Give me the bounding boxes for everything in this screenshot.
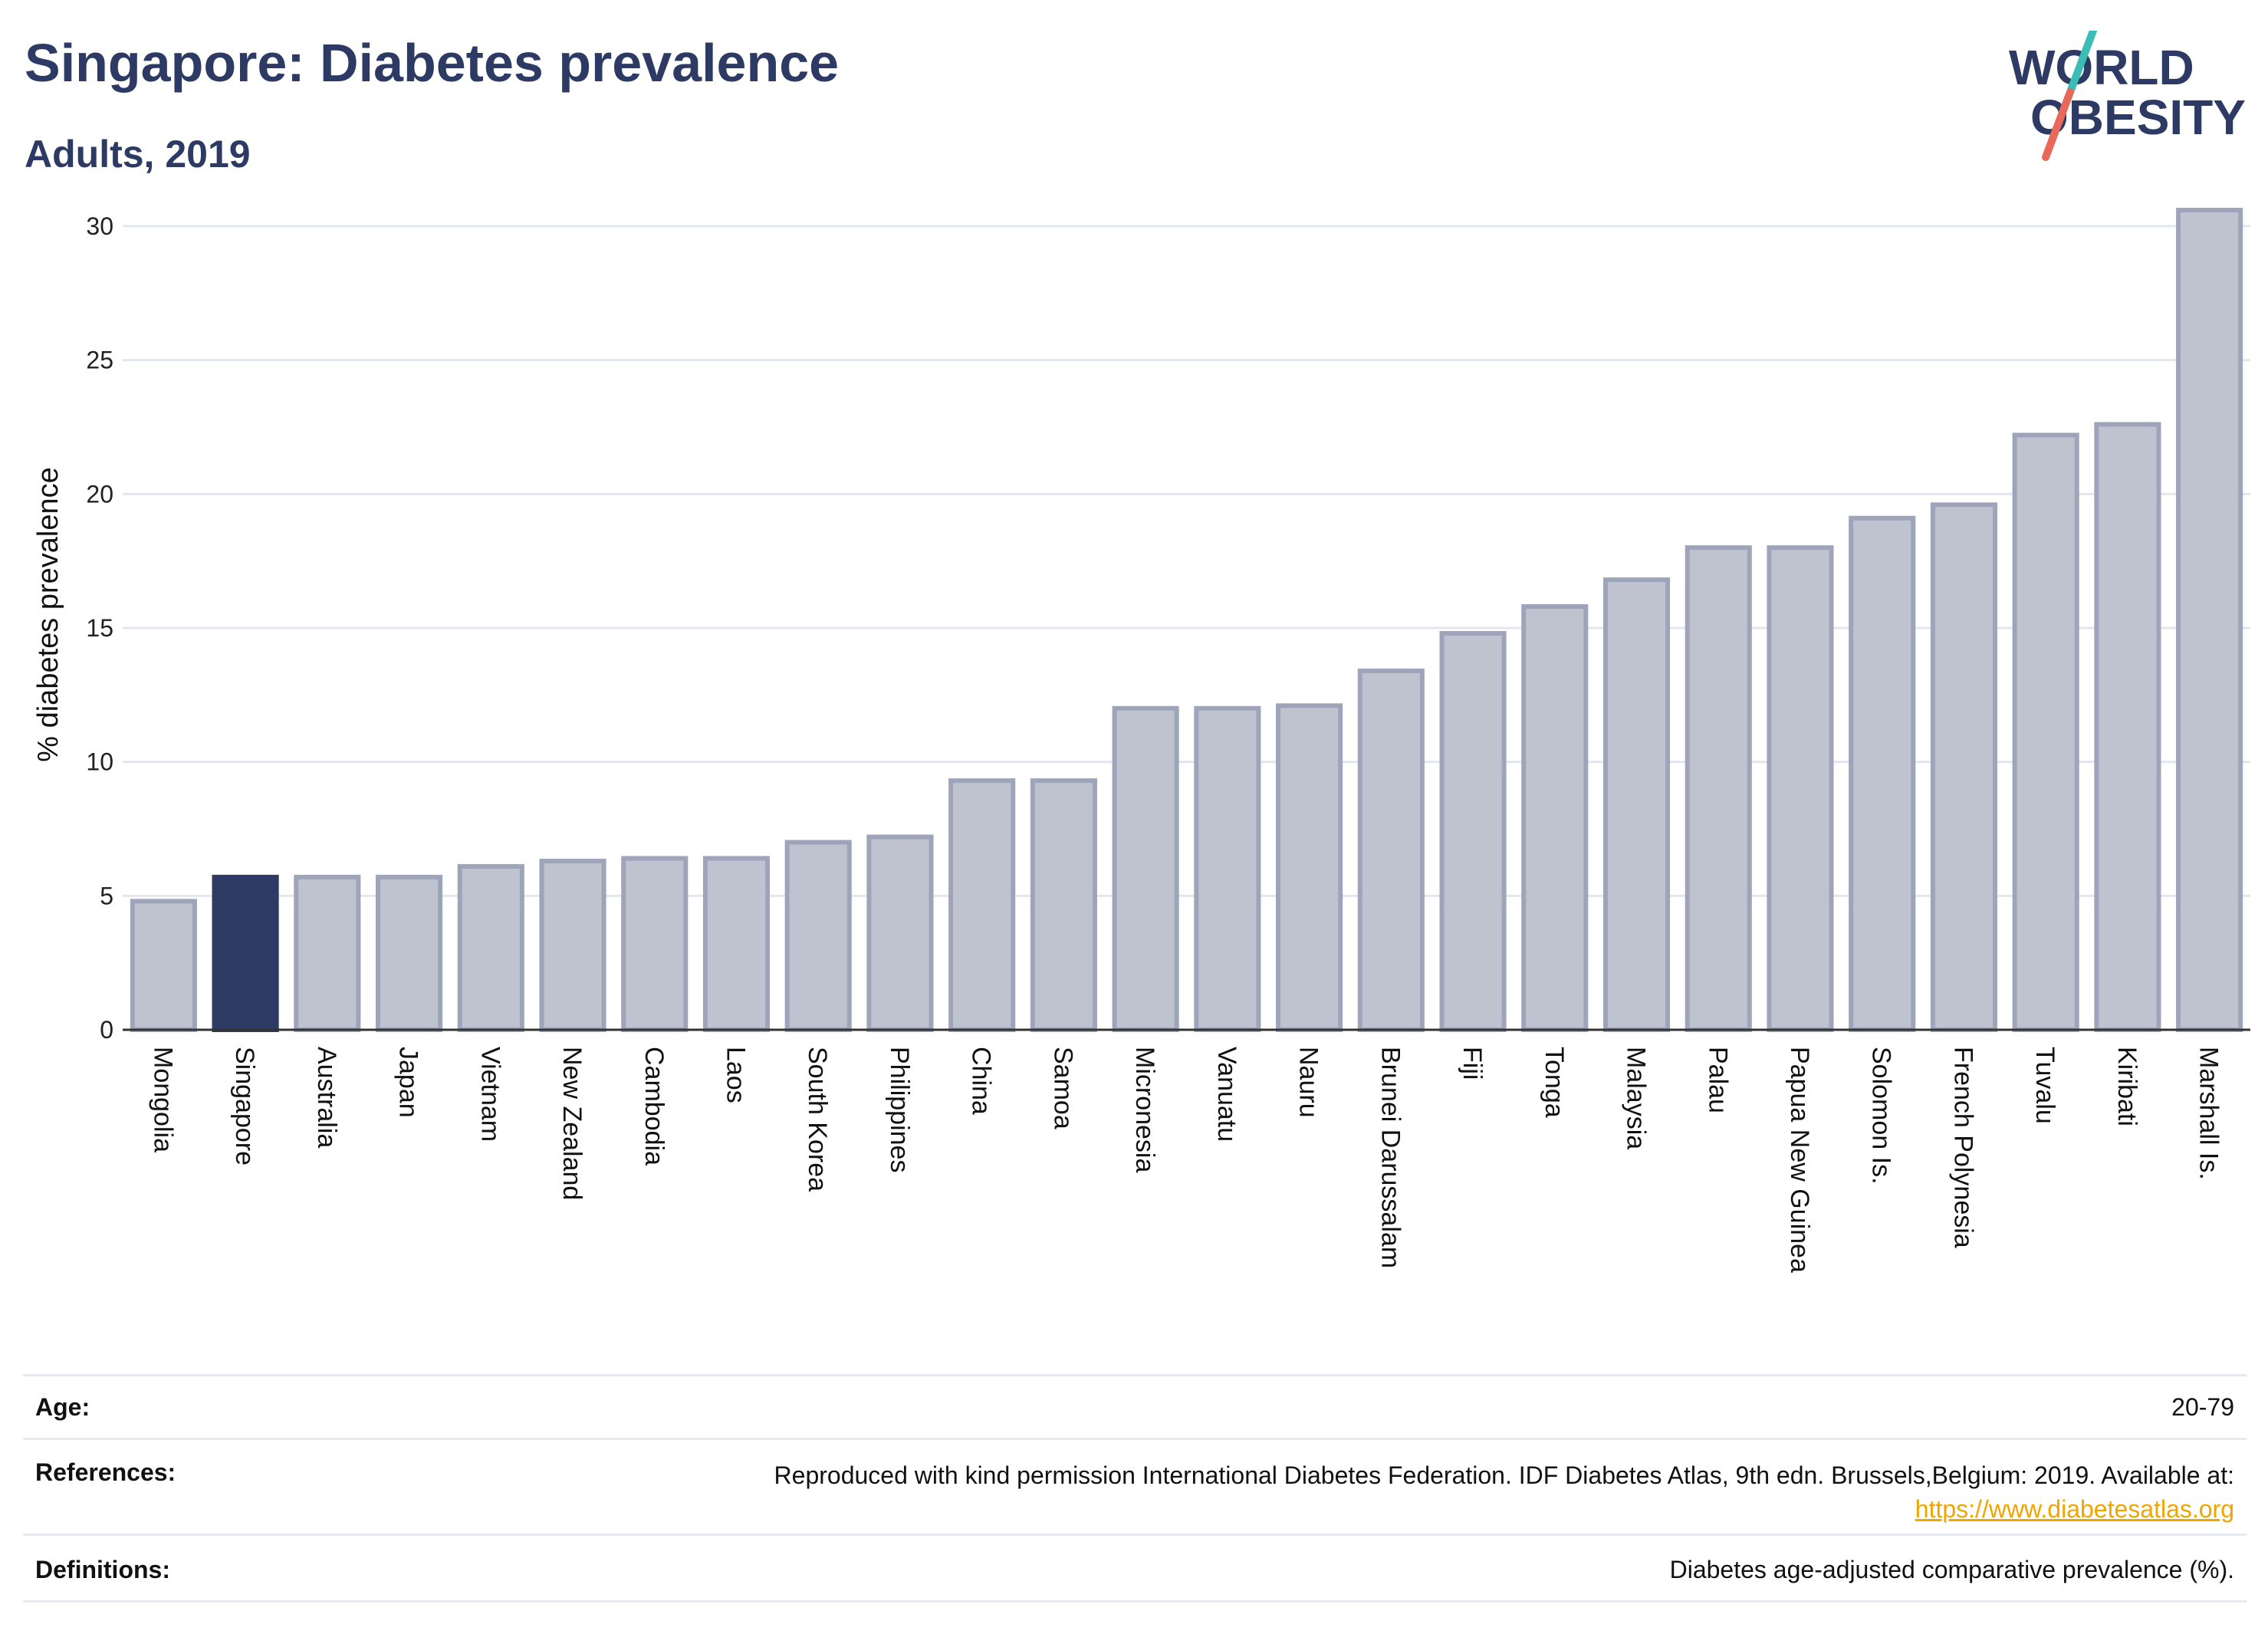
references-text: Reproduced with kind permission Internat… <box>774 1461 2234 1489</box>
bar-vietnam <box>457 863 524 1032</box>
x-tick-label: Papua New Guinea <box>1785 1047 1814 1273</box>
chart-title: Singapore: Diabetes prevalence <box>25 33 840 93</box>
x-tick-label: Tonga <box>1540 1047 1569 1118</box>
bars <box>130 207 2243 1033</box>
x-tick-label: Brunei Darussalam <box>1376 1047 1405 1268</box>
bar-australia <box>294 874 361 1032</box>
bar-nauru <box>1276 703 1343 1032</box>
bar-singapore <box>212 874 279 1032</box>
bar-brunei-darussalam <box>1357 668 1425 1032</box>
info-table: Age: 20-79 References: Reproduced with k… <box>23 1374 2247 1603</box>
x-tick-label: Philippines <box>885 1047 914 1172</box>
bar-laos <box>702 856 771 1032</box>
x-tick-label: Mongolia <box>148 1047 177 1152</box>
bar-micronesia <box>1112 705 1179 1032</box>
bar-japan <box>376 874 443 1032</box>
references-label: References: <box>35 1458 176 1486</box>
x-tick-label: Kiribati <box>2112 1047 2141 1126</box>
x-axis-labels: Mongolia Singapore Australia Japan Vietnam Ne… <box>148 1047 2223 1273</box>
x-tick-label: Fiji <box>1458 1047 1487 1080</box>
x-tick-label: Samoa <box>1048 1047 1077 1129</box>
definitions-label: Definitions: <box>35 1556 170 1583</box>
y-tick-label: 30 <box>86 212 113 240</box>
logo-slash-teal <box>2066 31 2097 96</box>
y-tick-label: 10 <box>86 748 113 776</box>
x-tick-label: Tuvalu <box>2030 1047 2059 1124</box>
bar-papua-new-guinea <box>1767 545 1834 1032</box>
x-tick-label: French Polynesia <box>1948 1047 1977 1248</box>
x-tick-label: China <box>967 1047 996 1115</box>
chart-subtitle: Adults, 2019 <box>25 133 251 176</box>
references-link[interactable]: https://www.diabetesatlas.org <box>1915 1495 2234 1523</box>
bar-french-polynesia <box>1930 502 1997 1032</box>
logo-text-world: WORLD <box>2009 40 2194 95</box>
y-tick-label: 0 <box>100 1016 113 1044</box>
world-obesity-logo: WORLD OBESITY <box>2009 31 2246 161</box>
bar-china <box>948 778 1016 1032</box>
bar-philippines <box>866 834 934 1033</box>
references-value: Reproduced with kind permission Internat… <box>774 1458 2234 1526</box>
bar-kiribati <box>2094 422 2161 1032</box>
y-tick-label: 5 <box>100 882 113 909</box>
bar-malaysia <box>1602 577 1671 1032</box>
x-tick-label: Solomon Is. <box>1867 1047 1896 1185</box>
bar-tonga <box>1521 604 1589 1032</box>
bar-chart: 0 5 10 15 20 25 30 Mongolia Singapore Australia J… <box>32 207 2250 1273</box>
bar-vanuatu <box>1194 705 1261 1032</box>
y-tick-label: 25 <box>86 347 113 374</box>
bar-samoa <box>1030 778 1097 1032</box>
logo-slash-red <box>2042 88 2074 161</box>
bar-new-zealand <box>539 858 606 1032</box>
x-tick-label: Vanuatu <box>1212 1047 1241 1142</box>
info-row-references: References: Reproduced with kind permiss… <box>23 1438 2247 1534</box>
x-tick-label: Marshall Is. <box>2194 1047 2224 1180</box>
bar-palau <box>1685 545 1752 1032</box>
bar-fiji <box>1439 630 1507 1032</box>
bar-south-korea <box>784 840 852 1032</box>
x-tick-label: New Zealand <box>557 1047 587 1200</box>
x-tick-label: Vietnam <box>475 1047 505 1142</box>
y-axis-ticks: 0 5 10 15 20 25 30 <box>86 212 113 1044</box>
x-tick-label: Australia <box>312 1047 341 1148</box>
y-tick-label: 20 <box>86 480 113 508</box>
info-row-age: Age: 20-79 <box>23 1374 2247 1438</box>
bar-tuvalu <box>2012 432 2079 1032</box>
bar-marshall-is <box>2176 207 2243 1032</box>
y-tick-label: 15 <box>86 614 113 642</box>
y-axis-label: % diabetes prevalence <box>32 467 64 761</box>
x-tick-label: Singapore <box>230 1047 259 1165</box>
bar-cambodia <box>621 856 689 1032</box>
bar-solomon-is <box>1849 515 1916 1033</box>
age-value: 20-79 <box>2171 1393 2234 1421</box>
x-tick-label: South Korea <box>803 1047 832 1192</box>
info-row-definitions: Definitions: Diabetes age-adjusted compa… <box>23 1534 2247 1603</box>
x-tick-label: Cambodia <box>639 1047 669 1165</box>
bar-mongolia <box>130 899 197 1033</box>
x-tick-label: Micronesia <box>1130 1047 1159 1172</box>
x-tick-label: Laos <box>721 1047 750 1103</box>
definitions-value: Diabetes age-adjusted comparative preval… <box>1669 1556 2234 1583</box>
x-tick-label: Malaysia <box>1622 1047 1651 1149</box>
age-label: Age: <box>35 1393 90 1421</box>
x-tick-label: Palau <box>1703 1047 1732 1113</box>
x-tick-label: Nauru <box>1294 1047 1323 1118</box>
x-tick-label: Japan <box>394 1047 423 1118</box>
